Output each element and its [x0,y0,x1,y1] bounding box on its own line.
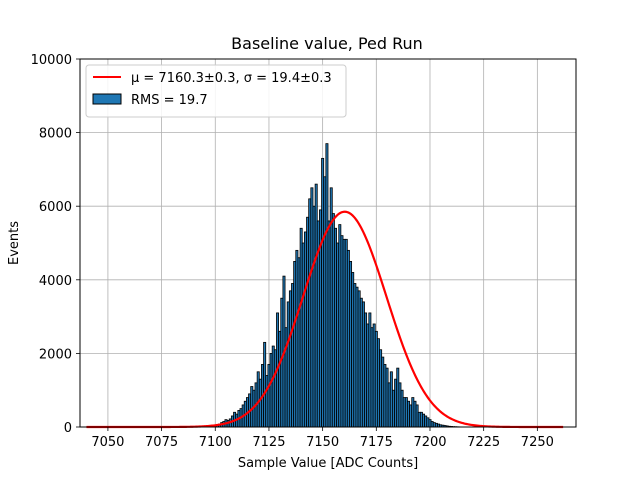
x-tick-label: 7250 [521,435,554,450]
y-tick-label: 8000 [39,127,72,142]
legend-hist-label: RMS = 19.7 [131,93,208,108]
y-tick-label: 6000 [39,200,72,215]
x-tick-label: 7050 [91,435,124,450]
y-tick-label: 0 [64,421,72,436]
plot-frame [79,58,577,428]
x-tick-label: 7225 [467,435,500,450]
chart-title: Baseline value, Ped Run [231,34,423,53]
x-tick-label: 7100 [199,435,232,450]
x-tick-label: 7175 [360,435,393,450]
y-tick-label: 2000 [39,347,72,362]
y-tick-label: 4000 [39,274,72,289]
x-tick-label: 7200 [413,435,446,450]
legend: μ = 7160.3±0.3, σ = 19.4±0.3 RMS = 19.7 [85,64,347,118]
x-tick-label: 7125 [252,435,285,450]
legend-box [85,64,347,118]
x-axis-label: Sample Value [ADC Counts] [238,456,418,471]
histogram-bars [213,143,468,428]
x-axis-ticks: 7050 7075 7100 7125 7150 7175 7200 7225 7250 [91,427,554,450]
x-tick-label: 7075 [145,435,178,450]
y-tick-label: 10000 [31,53,72,68]
x-tick-label: 7150 [306,435,339,450]
y-axis-label: Events [7,221,22,265]
legend-fit-label: μ = 7160.3±0.3, σ = 19.4±0.3 [131,71,332,86]
y-axis-ticks: 0 2000 4000 6000 8000 10000 [31,53,80,436]
legend-hist-swatch [92,93,122,105]
